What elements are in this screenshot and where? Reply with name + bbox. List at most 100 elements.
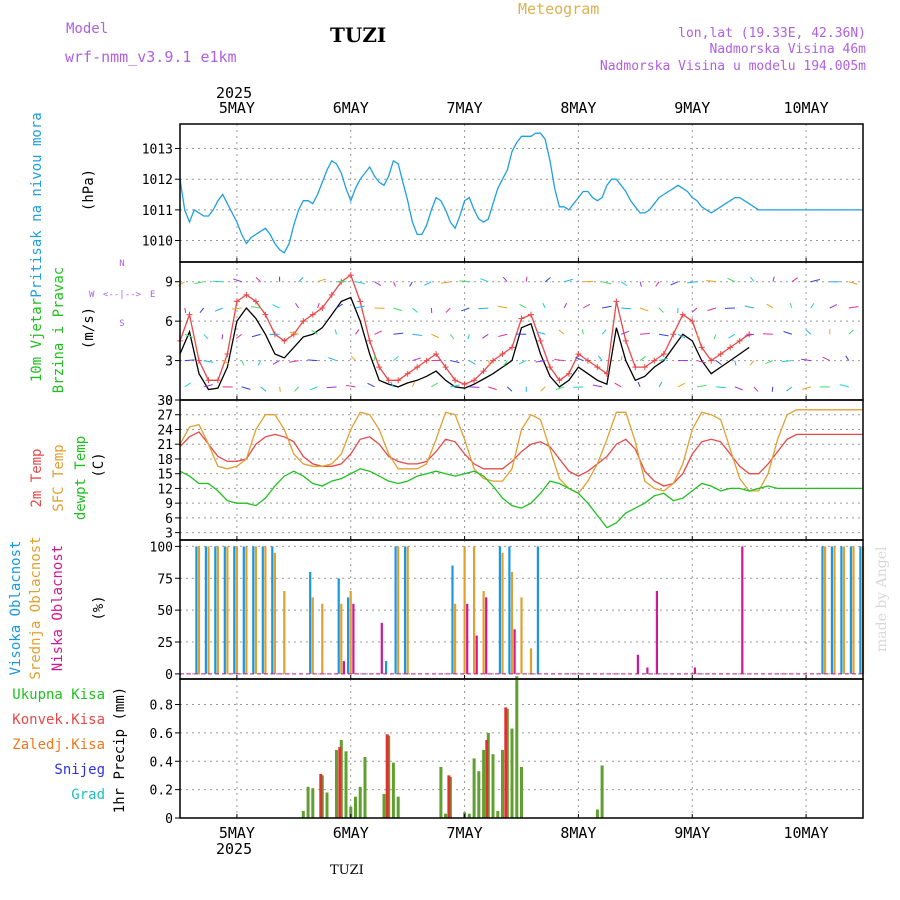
wind-arrow (750, 276, 755, 283)
side-labels: Pritisak na nivou mora (hPa) 10m Vjetar … (8, 112, 155, 813)
bar (349, 591, 352, 674)
wind-arrow (744, 305, 755, 309)
wind-arrow (497, 305, 508, 309)
wind-arrow (848, 329, 854, 335)
wind-arrow (194, 281, 204, 285)
bar (467, 813, 471, 818)
gust-marker (632, 364, 639, 371)
wind-arrow (279, 386, 281, 392)
wind-arrow (658, 357, 669, 362)
wind-arrow (791, 277, 799, 283)
wind-arrow (802, 386, 811, 390)
bar (264, 546, 267, 674)
wind-arrow (355, 305, 365, 309)
panels: 1010101110121013036936912151821242730025… (142, 123, 865, 827)
bar (216, 546, 219, 674)
gust-marker (442, 364, 449, 371)
gust-marker (433, 351, 440, 357)
wind-arrow (469, 360, 476, 365)
y-tick-label: 0 (165, 394, 173, 409)
gust-marker (195, 357, 202, 364)
gust-marker (746, 331, 753, 338)
wind-arrow (564, 278, 573, 283)
day-label-bottom: 6MAY (333, 824, 369, 842)
gust-marker (423, 357, 430, 364)
wind-arrow (214, 307, 223, 312)
wind-arrow (620, 330, 630, 335)
gust-marker (309, 311, 316, 318)
gust-marker (527, 311, 534, 318)
gust-marker (395, 377, 402, 384)
wind-arrow (782, 360, 792, 363)
bar (520, 597, 523, 674)
wind-arrow (478, 307, 489, 310)
bar (283, 591, 286, 674)
gust-marker (727, 344, 734, 351)
bar (325, 792, 329, 818)
wind-arrow (250, 306, 261, 309)
bar (349, 806, 353, 818)
header: Model wrf-nmm_v3.9.1 e1km TUZI Meteogram… (65, 0, 890, 878)
bar (477, 771, 481, 818)
bar (382, 793, 386, 818)
panel-frame (179, 261, 864, 401)
bar (347, 597, 350, 674)
gust-marker (404, 370, 411, 377)
wind-arrow (317, 278, 326, 283)
series-line (179, 431, 863, 487)
bar (444, 813, 448, 818)
gust-marker (565, 370, 572, 377)
wind-arrow (480, 278, 489, 283)
wind-arrow (469, 386, 480, 388)
bar (394, 546, 397, 674)
wind-arrow (715, 360, 722, 366)
bar (463, 546, 466, 674)
wind-arrow (184, 359, 195, 362)
gust-marker (499, 351, 506, 357)
bar (214, 546, 217, 674)
bar (491, 754, 495, 818)
bar (498, 546, 501, 674)
gust-marker (300, 318, 307, 325)
bar (309, 571, 312, 674)
wind-arrow (658, 381, 663, 388)
wind-arrow (801, 358, 811, 362)
bar (485, 740, 489, 818)
wind-arrow (563, 302, 568, 309)
gust-marker (471, 377, 478, 384)
bar (475, 635, 478, 674)
compass-glyph: <--|--> (103, 290, 142, 300)
cloud-mid-label: Srednja Oblacnost (28, 536, 44, 679)
wind-arrow (535, 360, 546, 363)
wind-arrow (810, 302, 815, 309)
y-tick-label: 30 (157, 394, 173, 409)
bar (466, 603, 469, 674)
coords: lon,lat (19.33E, 42.36N) (678, 26, 866, 41)
wind-arrow (482, 333, 489, 339)
wind-arrow (558, 329, 565, 335)
wind-arrow (251, 333, 261, 338)
bar (513, 629, 516, 674)
bar (226, 546, 229, 674)
day-label-top: 10MAY (784, 99, 829, 117)
wind-arrow (554, 359, 565, 362)
wind-arrow (184, 307, 187, 314)
precip-legend: Ukupna Kisa Konvek.Kisa Zaledj.Kisa Snijeg G… (12, 687, 105, 803)
gust-marker (319, 305, 326, 311)
bar (482, 591, 485, 674)
model-altitude: Nadmorska Visina u modelu 194.005m (600, 59, 866, 74)
wind-arrow (727, 277, 736, 283)
gust-marker (509, 344, 516, 351)
wind-arrow (412, 333, 423, 336)
year-top: 2025 (216, 84, 252, 102)
wind-arrow (289, 331, 299, 335)
gust-marker (243, 291, 250, 298)
bar (536, 546, 539, 674)
day-label-top: 9MAY (674, 99, 710, 117)
y-tick-label: 15 (157, 468, 173, 483)
wind-arrow (295, 302, 299, 309)
wind-label: 10m Vjetar (29, 298, 45, 382)
day-labels-top: 5MAY 6MAY 7MAY 8MAY 9MAY 10MAY (219, 99, 829, 117)
y-tick-label: 21 (157, 438, 173, 453)
y-tick-label: 0 (165, 668, 173, 683)
